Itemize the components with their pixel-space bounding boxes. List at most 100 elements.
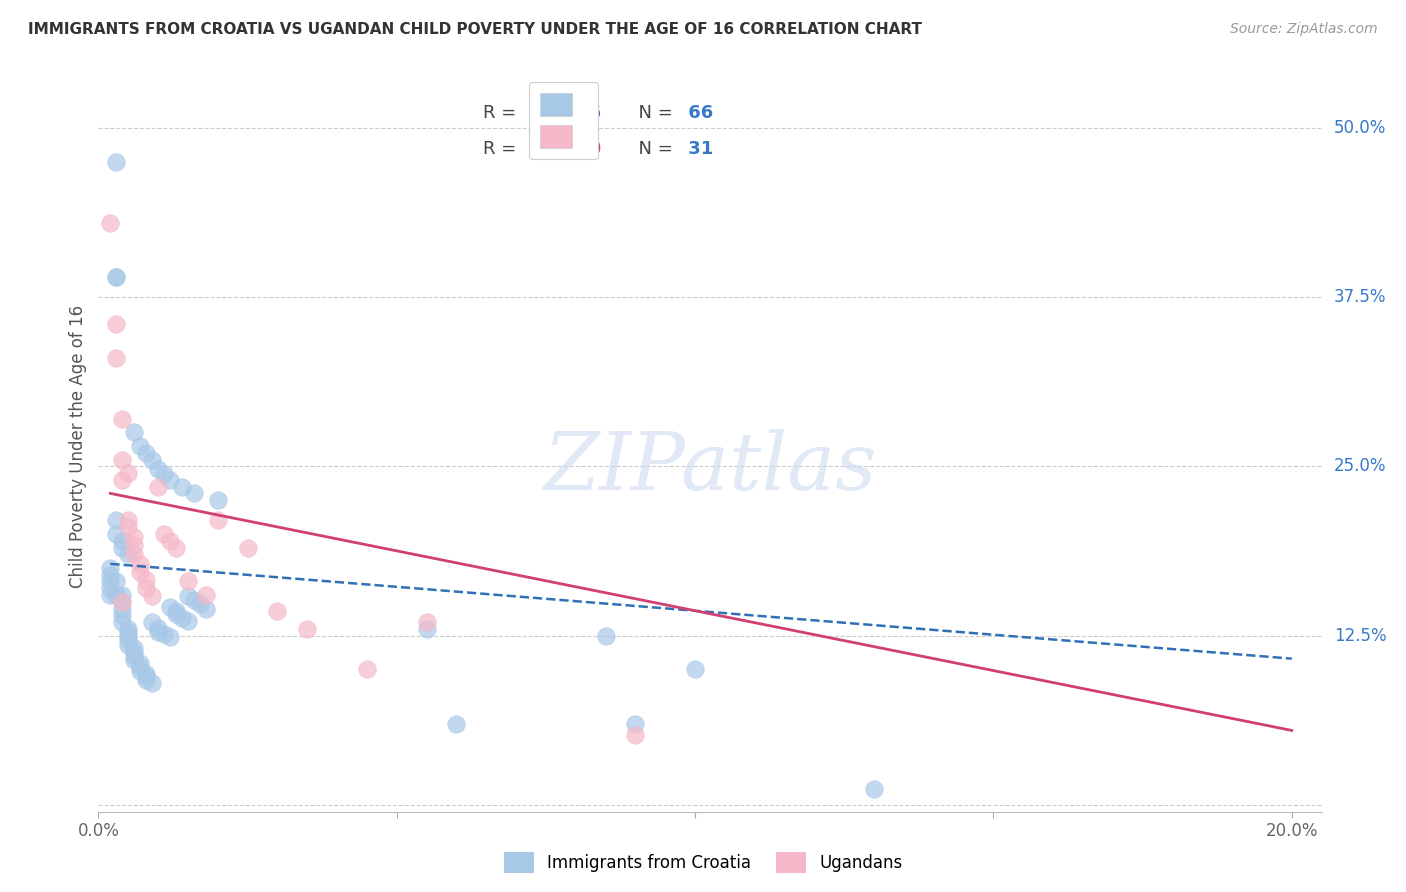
Point: [415, 622, 437, 636]
Point: [135, 573, 157, 587]
Point: [122, 425, 145, 440]
Text: -0.066: -0.066: [537, 104, 600, 122]
Point: [111, 608, 134, 623]
Point: [117, 638, 139, 652]
Point: [98, 567, 121, 582]
Point: [153, 467, 176, 482]
Point: [415, 615, 437, 629]
Point: [129, 565, 152, 579]
Point: [153, 627, 176, 641]
Text: 66: 66: [682, 104, 713, 122]
Point: [98, 581, 121, 595]
Point: [446, 716, 468, 731]
Point: [356, 663, 378, 677]
Point: [98, 574, 121, 589]
Point: [183, 486, 205, 500]
Point: [129, 664, 152, 678]
Point: [117, 466, 139, 480]
Point: [266, 604, 288, 618]
Point: [122, 648, 145, 663]
Point: [159, 473, 181, 487]
Point: [159, 600, 181, 615]
Point: [595, 629, 617, 643]
Point: [146, 462, 169, 476]
Point: [194, 588, 217, 602]
Point: [111, 588, 134, 602]
Point: [624, 727, 647, 741]
Point: [111, 452, 134, 467]
Point: [146, 624, 169, 639]
Point: [159, 630, 181, 644]
Point: [117, 622, 139, 636]
Text: 31: 31: [682, 140, 713, 158]
Point: [683, 663, 706, 677]
Point: [165, 607, 187, 621]
Point: [111, 595, 134, 609]
Text: N =: N =: [627, 104, 672, 122]
Point: [129, 439, 152, 453]
Point: [122, 645, 145, 659]
Point: [117, 547, 139, 561]
Point: [129, 660, 152, 674]
Point: [207, 514, 229, 528]
Point: [111, 615, 134, 629]
Text: 37.5%: 37.5%: [1334, 288, 1386, 306]
Point: [122, 653, 145, 667]
Text: 50.0%: 50.0%: [1334, 119, 1386, 136]
Point: [159, 533, 181, 548]
Point: [141, 676, 163, 690]
Point: [105, 574, 128, 589]
Point: [129, 656, 152, 670]
Point: [111, 541, 134, 555]
Text: R =: R =: [482, 104, 516, 122]
Point: [135, 673, 157, 688]
Point: [105, 351, 128, 365]
Point: [177, 574, 200, 589]
Point: [117, 632, 139, 647]
Point: [177, 614, 200, 628]
Point: [122, 640, 145, 655]
Point: [297, 622, 319, 636]
Point: [170, 611, 193, 625]
Point: [188, 598, 211, 612]
Point: [105, 514, 128, 528]
Point: [111, 533, 134, 548]
Point: [111, 595, 134, 609]
Point: [177, 590, 200, 604]
Point: [624, 716, 647, 731]
Point: [117, 624, 139, 639]
Text: 25.0%: 25.0%: [1334, 458, 1386, 475]
Point: [165, 604, 187, 618]
Point: [129, 557, 152, 571]
Point: [236, 541, 259, 555]
Text: ZIPatlas: ZIPatlas: [543, 429, 877, 507]
Point: [111, 473, 134, 487]
Text: N =: N =: [627, 140, 672, 158]
Point: [98, 561, 121, 575]
Point: [165, 541, 187, 555]
Y-axis label: Child Poverty Under the Age of 16: Child Poverty Under the Age of 16: [69, 304, 87, 588]
Point: [122, 538, 145, 552]
Point: [135, 669, 157, 683]
Point: [122, 530, 145, 544]
Point: [146, 620, 169, 634]
Point: [98, 215, 121, 229]
Text: R =: R =: [482, 140, 516, 158]
Point: [183, 593, 205, 607]
Point: [111, 601, 134, 615]
Legend: Immigrants from Croatia, Ugandans: Immigrants from Croatia, Ugandans: [496, 846, 910, 880]
Point: [98, 588, 121, 602]
Point: [122, 547, 145, 561]
Point: [170, 480, 193, 494]
Point: [194, 601, 217, 615]
Point: [141, 590, 163, 604]
Text: 12.5%: 12.5%: [1334, 627, 1386, 645]
Point: [135, 446, 157, 460]
Text: Source: ZipAtlas.com: Source: ZipAtlas.com: [1230, 22, 1378, 37]
Point: [117, 520, 139, 534]
Point: [105, 269, 128, 284]
Point: [135, 581, 157, 595]
Point: [207, 493, 229, 508]
Point: [111, 412, 134, 426]
Point: [105, 269, 128, 284]
